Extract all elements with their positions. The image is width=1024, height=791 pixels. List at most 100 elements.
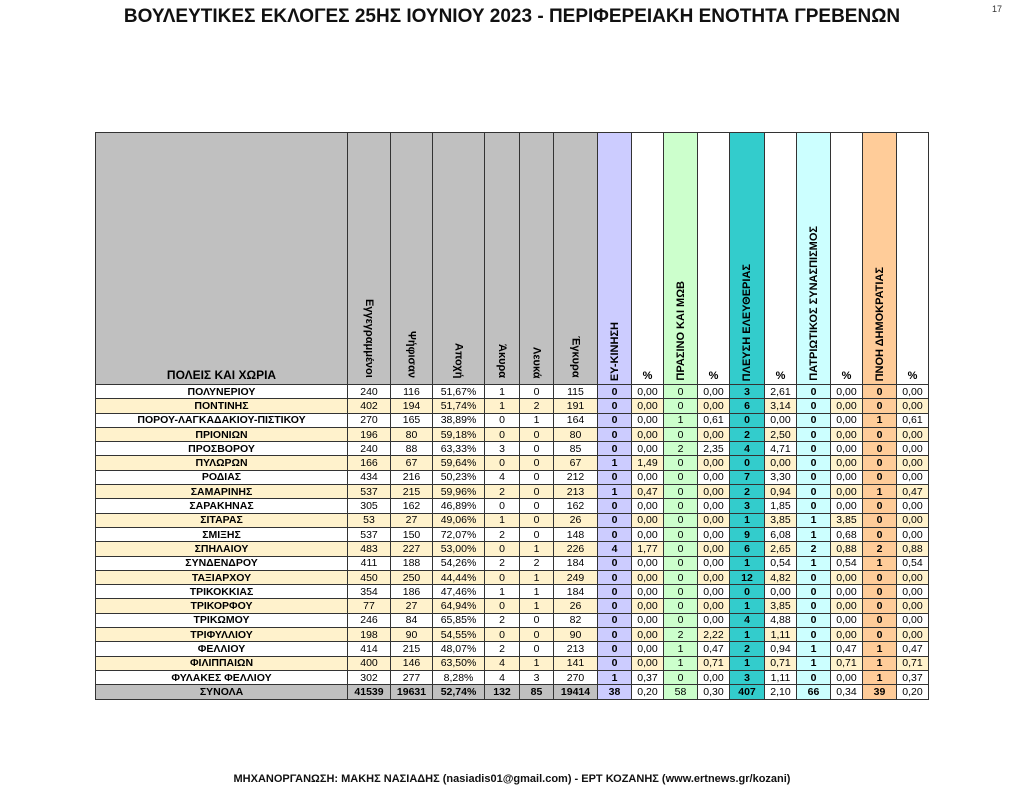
cell-party-percent: 0,00 — [631, 426, 664, 443]
cell-stat: 82 — [553, 612, 598, 629]
cell-party-votes: 1 — [729, 555, 765, 571]
cell-stat: 0 — [519, 526, 554, 543]
cell-party-percent: 0,00 — [830, 412, 863, 428]
cell-stat: 3 — [519, 669, 554, 686]
cell-party-percent: 1,77 — [631, 541, 664, 557]
cell-stat: 166 — [347, 455, 391, 471]
header-stat: Έγκυρα — [553, 132, 598, 385]
cell-party-percent: 0,00 — [896, 569, 929, 586]
cell-stat: 80 — [553, 426, 598, 443]
cell-party-percent: 0,00 — [697, 498, 730, 514]
cell-stat: 132 — [484, 684, 520, 700]
cell-party-percent: 1,49 — [631, 455, 664, 471]
cell-party-percent: 0,00 — [830, 569, 863, 586]
cell-name: ΣΑΜΑΡΙΝΗΣ — [95, 484, 348, 500]
cell-stat: 150 — [390, 526, 433, 543]
cell-party-percent: 0,00 — [697, 512, 730, 528]
cell-stat: 537 — [347, 484, 391, 500]
cell-stat: 0 — [519, 469, 554, 486]
cell-stat: 3 — [484, 441, 520, 457]
cell-stat: 46,89% — [432, 498, 485, 514]
header-stat-label: Έγκυρα — [569, 336, 582, 378]
cell-party-percent: 3,14 — [764, 398, 797, 414]
cell-name: ΣΙΤΑΡΑΣ — [95, 512, 348, 528]
cell-party-percent: 0,00 — [697, 541, 730, 557]
cell-party-percent: 4,82 — [764, 569, 797, 586]
cell-stat: 63,33% — [432, 441, 485, 457]
header-stat: Ψήφισαν — [390, 132, 433, 385]
cell-party-percent: 3,85 — [764, 598, 797, 614]
table-row: ΣΑΡΑΚΗΝΑΣ 305 162 46,89% 0 0 162 0 0,00 0 0,00 3 1,8… — [95, 498, 929, 514]
cell-stat: 88 — [390, 441, 433, 457]
cell-party-percent: 6,08 — [764, 526, 797, 543]
cell-stat: 483 — [347, 541, 391, 557]
cell-party-votes: 4 — [597, 541, 632, 557]
cell-stat: 198 — [347, 627, 391, 643]
cell-stat: 1 — [484, 398, 520, 414]
header-stat: Αποχή — [432, 132, 485, 385]
cell-stat: 19414 — [553, 684, 598, 700]
cell-name: ΤΡΙΦΥΛΛΙΟΥ — [95, 627, 348, 643]
cell-party-percent: 0,00 — [697, 526, 730, 543]
cell-stat: 240 — [347, 441, 391, 457]
cell-party-votes: 4 — [729, 612, 765, 629]
cell-stat: 0 — [484, 498, 520, 514]
cell-stat: 354 — [347, 584, 391, 600]
cell-party-votes: 0 — [663, 398, 698, 414]
cell-party-votes: 0 — [663, 526, 698, 543]
cell-party-votes: 0 — [597, 612, 632, 629]
cell-party-votes: 407 — [729, 684, 765, 700]
cell-party-votes: 1 — [862, 641, 897, 657]
header-party-label: ΠΛΕΥΣΗ ΕΛΕΥΘΕΡΙΑΣ — [741, 263, 753, 381]
cell-party-votes: 0 — [597, 498, 632, 514]
cell-party-percent: 0,00 — [764, 584, 797, 600]
cell-stat: 0 — [519, 455, 554, 471]
header-name: ΠΟΛΕΙΣ ΚΑΙ ΧΩΡΙΑ — [95, 132, 348, 385]
cell-party-votes: 0 — [796, 469, 831, 486]
cell-party-votes: 0 — [663, 598, 698, 614]
cell-party-votes: 0 — [597, 569, 632, 586]
cell-stat: 213 — [553, 641, 598, 657]
table-row: ΡΟΔΙΑΣ 434 216 50,23% 4 0 212 0 0,00 0 0,00 7 3,30 0 0… — [95, 469, 929, 486]
cell-stat: 64,94% — [432, 598, 485, 614]
cell-stat: 414 — [347, 641, 391, 657]
cell-party-percent: 0,47 — [830, 641, 863, 657]
cell-party-percent: 0,00 — [896, 598, 929, 614]
cell-party-percent: 0,71 — [764, 655, 797, 671]
page-title: ΒΟΥΛΕΥΤΙΚΕΣ ΕΚΛΟΓΕΣ 25ΗΣ ΙΟΥΝΙΟΥ 2023 - … — [123, 6, 901, 27]
table-row: ΠΡΟΣΒΟΡΟΥ 240 88 63,33% 3 0 85 0 0,00 2 2,35 4 4,71 0… — [95, 441, 929, 457]
cell-party-percent: 0,00 — [896, 498, 929, 514]
header-stat: Εγγεγραμμένοι — [347, 132, 391, 385]
cell-stat: 2 — [484, 641, 520, 657]
header-party-label: ΕΥ-ΚΙΝΗΣΗ — [608, 321, 621, 381]
cell-stat: 411 — [347, 555, 391, 571]
cell-party-percent: 0,00 — [631, 469, 664, 486]
cell-party-percent: 3,85 — [830, 512, 863, 528]
cell-stat: 141 — [553, 655, 598, 671]
cell-party-votes: 0 — [663, 512, 698, 528]
cell-party-votes: 0 — [796, 383, 831, 400]
cell-party-percent: 0,00 — [697, 584, 730, 600]
cell-party-percent: 0,00 — [764, 412, 797, 428]
cell-party-percent: 0,00 — [830, 484, 863, 500]
cell-stat: 90 — [553, 627, 598, 643]
cell-stat: 240 — [347, 383, 391, 400]
header-stat: Λευκά — [519, 132, 554, 385]
cell-party-percent: 0,47 — [631, 484, 664, 500]
cell-stat: 1 — [484, 584, 520, 600]
cell-stat: 84 — [390, 612, 433, 629]
cell-party-percent: 0,00 — [697, 398, 730, 414]
cell-party-votes: 0 — [597, 512, 632, 528]
cell-stat: 0 — [519, 512, 554, 528]
cell-stat: 63,50% — [432, 655, 485, 671]
cell-party-percent: 0,54 — [896, 555, 929, 571]
cell-stat: 53,00% — [432, 541, 485, 557]
cell-party-votes: 2 — [729, 426, 765, 443]
cell-stat: 186 — [390, 584, 433, 600]
cell-party-votes: 1 — [597, 669, 632, 686]
cell-party-votes: 2 — [663, 627, 698, 643]
cell-stat: 80 — [390, 426, 433, 443]
cell-party-percent: 0,54 — [830, 555, 863, 571]
cell-party-percent: 0,47 — [896, 484, 929, 500]
cell-stat: 4 — [484, 669, 520, 686]
